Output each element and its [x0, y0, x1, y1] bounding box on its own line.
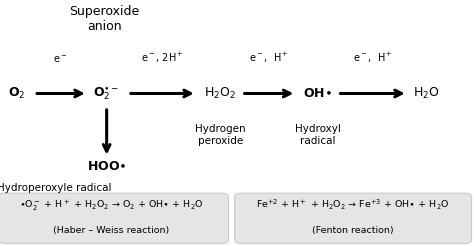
Text: OH$\bullet$: OH$\bullet$	[303, 87, 332, 100]
Text: HOO$\bullet$: HOO$\bullet$	[87, 160, 127, 172]
Text: O$_2$: O$_2$	[8, 86, 25, 101]
Text: $\bullet$O$_2^-$ + H$^+$ + H$_2$O$_2$ → O$_2$ + OH$\bullet$ + H$_2$O: $\bullet$O$_2^-$ + H$^+$ + H$_2$O$_2$ → …	[19, 198, 204, 213]
Text: Superoxide
anion: Superoxide anion	[69, 5, 139, 33]
Text: (Fenton reaction): (Fenton reaction)	[312, 226, 394, 235]
Text: e$^-$, 2H$^+$: e$^-$, 2H$^+$	[141, 51, 183, 65]
Text: Fe$^{+2}$ + H$^+$ + H$_2$O$_2$ → Fe$^{+3}$ + OH$\bullet$ + H$_2$O: Fe$^{+2}$ + H$^+$ + H$_2$O$_2$ → Fe$^{+3…	[256, 198, 450, 213]
Text: Hydrogen
peroxide: Hydrogen peroxide	[195, 124, 246, 146]
Text: e$^-$: e$^-$	[54, 54, 68, 65]
Text: e$^-$,  H$^+$: e$^-$, H$^+$	[353, 51, 392, 65]
Text: Hydroxyl
radical: Hydroxyl radical	[295, 124, 340, 146]
Text: Hydroperoxyle radical: Hydroperoxyle radical	[0, 183, 112, 193]
Text: H$_2$O$_2$: H$_2$O$_2$	[204, 86, 237, 101]
Text: O$_2^{\bullet-}$: O$_2^{\bullet-}$	[93, 85, 120, 102]
FancyBboxPatch shape	[235, 193, 472, 244]
Text: H$_2$O: H$_2$O	[413, 86, 440, 101]
Text: (Haber – Weiss reaction): (Haber – Weiss reaction)	[53, 226, 170, 235]
FancyBboxPatch shape	[0, 193, 228, 244]
Text: e$^-$,  H$^+$: e$^-$, H$^+$	[249, 51, 289, 65]
